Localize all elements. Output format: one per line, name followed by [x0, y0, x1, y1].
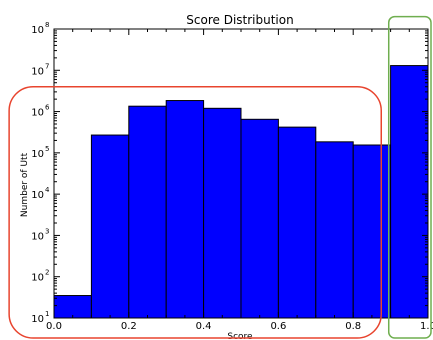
y-tick-label: 10 [31, 149, 44, 160]
y-tick-exponent: 6 [45, 104, 50, 112]
histogram-bar [165, 100, 205, 319]
y-tick-exponent: 8 [45, 21, 49, 29]
y-tick-exponent: 5 [45, 145, 49, 153]
x-tick-label: 0.2 [121, 321, 137, 332]
green-highlight-box [387, 15, 432, 339]
y-tick-exponent: 7 [45, 62, 49, 70]
y-tick-label: 10 [31, 273, 44, 284]
chart-title: Score Distribution [186, 13, 293, 27]
annotations [8, 15, 432, 339]
x-tick-label: 1.0 [420, 321, 433, 332]
red-highlight-box [8, 85, 383, 339]
y-tick-label: 10 [31, 190, 44, 201]
y-tick-label: 10 [31, 314, 44, 325]
x-tick-label: 0.8 [345, 321, 361, 332]
histogram-bar [203, 107, 242, 319]
histogram-bar [352, 144, 392, 319]
histogram-bar [277, 126, 317, 319]
histogram-bar [240, 118, 279, 319]
x-tick-label: 0.0 [46, 321, 62, 332]
histogram-bar [53, 295, 92, 319]
y-tick-label: 10 [31, 108, 44, 119]
histogram-bar [315, 141, 354, 319]
y-axis-label: Number of Utt [20, 152, 30, 217]
y-tick-exponent: 1 [45, 310, 49, 318]
y-tick-exponent: 2 [45, 269, 49, 277]
histogram-bar [90, 134, 130, 319]
y-tick-exponent: 4 [45, 186, 50, 194]
x-axis-label: Score [227, 332, 253, 340]
y-tick-label: 10 [31, 25, 44, 36]
x-tick-label: 0.4 [196, 321, 212, 332]
y-tick-label: 10 [31, 231, 44, 242]
histogram-bar [390, 65, 429, 319]
histogram-bar [128, 105, 167, 319]
axes: 0.0 0.2 0.4 0.6 0.8 1.010 110 210 310 410 510 610 71… [31, 21, 433, 332]
y-tick-exponent: 3 [45, 227, 49, 235]
histogram-bars [53, 65, 429, 319]
y-tick-label: 10 [31, 66, 44, 77]
x-tick-label: 0.6 [270, 321, 286, 332]
